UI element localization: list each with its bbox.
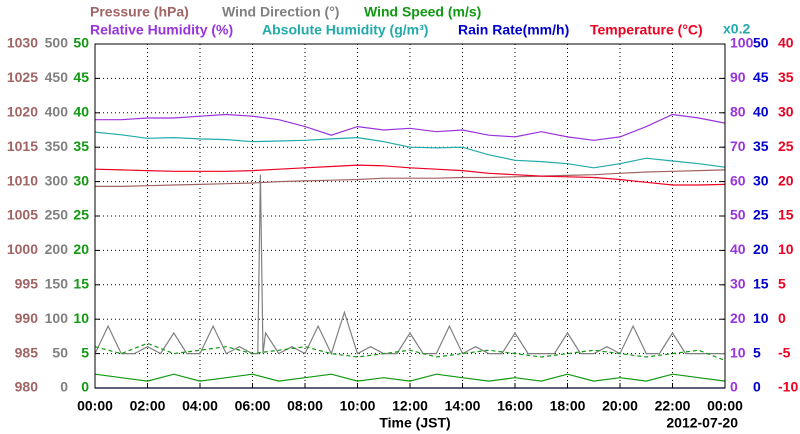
y-tick-label: 30 (753, 172, 769, 188)
legend-entry: Relative Humidity (%) (90, 22, 233, 38)
y-tick-label: 15 (778, 207, 794, 223)
y-tick-label: 40 (753, 104, 769, 120)
legend-entry: Temperature (°C) (590, 22, 703, 38)
y-tick-label: 30 (778, 104, 794, 120)
x-tick-label: 02:00 (130, 398, 166, 414)
y-tick-label: 150 (45, 276, 69, 292)
plot-frame (94, 43, 726, 389)
y-tick-label: 35 (753, 138, 769, 154)
y-tick-label: 450 (45, 69, 69, 85)
x-tick-label: 04:00 (182, 398, 218, 414)
y-tick-label: 5 (81, 344, 89, 360)
y-tick-label: 70 (730, 138, 746, 154)
x-axis-label: Time (JST) (379, 415, 450, 431)
y-tick-label: -5 (778, 344, 791, 360)
y-tick-label: 200 (45, 241, 69, 257)
y-tick-label: 5 (753, 344, 761, 360)
y-tick-label: 1005 (7, 207, 38, 223)
y-tick-label: 990 (15, 310, 39, 326)
x-tick-label: 00:00 (77, 398, 113, 414)
y-tick-label: 20 (778, 172, 794, 188)
x-tick-label: 20:00 (602, 398, 638, 414)
y-tick-label: 20 (730, 310, 746, 326)
y-tick-label: -10 (778, 379, 798, 395)
x-tick-label: 08:00 (287, 398, 323, 414)
legend-entry: Wind Direction (°) (222, 4, 339, 20)
x-tick-label: 22:00 (655, 398, 691, 414)
y-tick-label: 35 (73, 138, 89, 154)
y-tick-label: 400 (45, 104, 69, 120)
y-tick-label: 80 (730, 104, 746, 120)
x-tick-label: 10:00 (340, 398, 376, 414)
series-line (95, 113, 726, 141)
x-tick-label: 06:00 (235, 398, 271, 414)
legend-entry: Wind Speed (m/s) (364, 4, 481, 20)
y-tick-label: 30 (730, 276, 746, 292)
y-tick-label: 15 (753, 276, 769, 292)
y-tick-label: 500 (45, 35, 69, 51)
y-tick-label: 980 (15, 379, 39, 395)
y-tick-label: 20 (73, 241, 89, 257)
y-tick-label: 60 (730, 172, 746, 188)
y-tick-label: 350 (45, 138, 69, 154)
y-tick-label: 1010 (7, 172, 38, 188)
y-tick-label: 100 (730, 35, 754, 51)
y-tick-label: 0 (730, 379, 738, 395)
y-tick-label: 1020 (7, 104, 38, 120)
y-tick-label: 0 (778, 310, 786, 326)
series-line (94, 174, 725, 356)
x-tick-label: 14:00 (445, 398, 481, 414)
y-tick-label: 50 (73, 35, 89, 51)
y-tick-label: 30 (73, 172, 89, 188)
y-tick-label: 10 (73, 310, 89, 326)
series-line (94, 342, 726, 362)
y-tick-label: 995 (15, 276, 39, 292)
y-tick-label: 300 (45, 172, 69, 188)
y-tick-label: 45 (73, 69, 89, 85)
x-tick-label: 16:00 (497, 398, 533, 414)
y-tick-label: 25 (778, 138, 794, 154)
legend-entry: Pressure (hPa) (90, 4, 189, 20)
y-tick-label: 15 (73, 276, 89, 292)
y-tick-label: 1015 (7, 138, 38, 154)
y-tick-label: 35 (778, 69, 794, 85)
series-line (94, 131, 726, 169)
y-tick-label: 10 (730, 344, 746, 360)
y-tick-label: 90 (730, 69, 746, 85)
y-tick-label: 25 (73, 207, 89, 223)
y-tick-label: 10 (778, 241, 794, 257)
y-tick-label: 50 (730, 207, 746, 223)
y-tick-label: 985 (15, 344, 39, 360)
y-tick-label: 5 (778, 276, 786, 292)
y-tick-label: 1025 (7, 69, 38, 85)
y-tick-label: 250 (45, 207, 69, 223)
y-tick-label: 40 (730, 241, 746, 257)
y-tick-label: 40 (778, 35, 794, 51)
y-tick-label: 40 (73, 104, 89, 120)
y-tick-label: 0 (81, 379, 89, 395)
legend-entry: Absolute Humidity (g/m³) (262, 22, 428, 38)
y-tick-label: 50 (52, 344, 68, 360)
y-tick-label: 45 (753, 69, 769, 85)
y-tick-label: 50 (753, 35, 769, 51)
y-tick-label: 1000 (7, 241, 38, 257)
y-tick-label: 10 (753, 310, 769, 326)
x-tick-label: 18:00 (550, 398, 586, 414)
y-tick-label: 1030 (7, 35, 38, 51)
legend-entry: Rain Rate(mm/h) (458, 22, 569, 38)
x-tick-label: 12:00 (392, 398, 428, 414)
series-line (94, 164, 726, 186)
y-tick-label: 25 (753, 207, 769, 223)
axis-scale-label: x0.2 (723, 21, 750, 37)
series-line (94, 373, 726, 382)
y-tick-label: 100 (45, 310, 69, 326)
y-tick-label: 20 (753, 241, 769, 257)
date-label: 2012-07-20 (666, 415, 738, 431)
x-tick-label: 00:00 (707, 398, 743, 414)
series-line (95, 169, 726, 187)
y-tick-label: 0 (753, 379, 761, 395)
y-tick-label: 0 (60, 379, 68, 395)
